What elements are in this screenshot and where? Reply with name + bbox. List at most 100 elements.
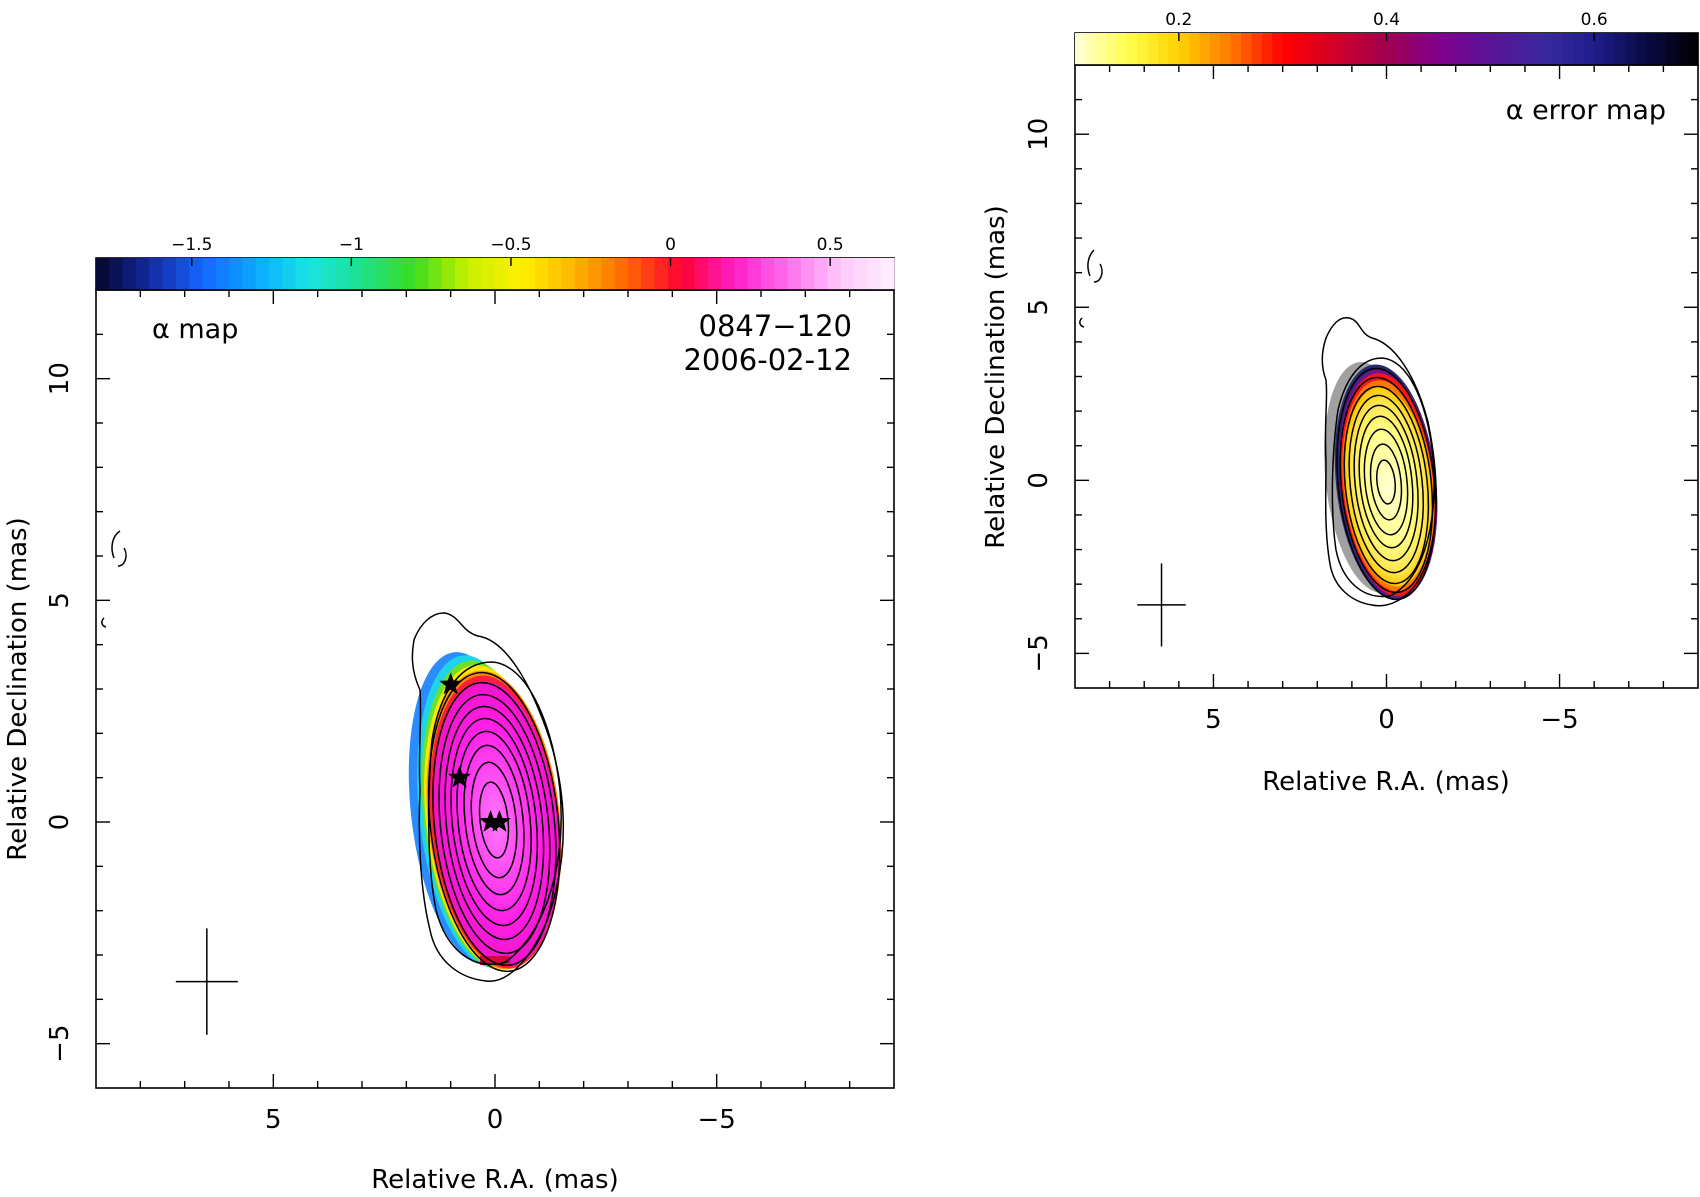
- colorbar-cell: [441, 258, 456, 290]
- colorbar-cell: [628, 258, 642, 290]
- colorbar-cell: [96, 258, 110, 290]
- colorbar-cell: [135, 258, 150, 290]
- colorbar-cell: [1552, 33, 1564, 65]
- colorbar-cell: [707, 258, 722, 290]
- colorbar-cell: [1635, 33, 1647, 65]
- y-tick-label: 10: [1024, 118, 1054, 151]
- alpha-contours: [101, 530, 564, 982]
- error-colorbar-ticks: 0.2 0.4 0.6: [1165, 10, 1608, 41]
- component-star-marker: [479, 810, 502, 832]
- colorbar-cell: [867, 258, 882, 290]
- colorbar-cell: [1220, 33, 1232, 65]
- colorbar-cell: [1542, 33, 1554, 65]
- colorbar-cell: [1583, 33, 1595, 65]
- colorbar-cell: [1490, 33, 1502, 65]
- y-tick-label: 0: [45, 814, 75, 831]
- colorbar-cell: [468, 258, 483, 290]
- colorbar-cell: [1511, 33, 1523, 65]
- colorbar-cell: [1656, 33, 1668, 65]
- colorbar-cell: [667, 258, 682, 290]
- colorbar-tick-label: 0.2: [1165, 10, 1192, 30]
- colorbar-cell: [1469, 33, 1481, 65]
- alpha-contour-7: [450, 717, 539, 927]
- colorbar-cell: [721, 258, 735, 290]
- alpha-map-panel: −1.5 −1 −0.5 0 0.5: [3, 235, 895, 1195]
- error-contour-8: [1358, 415, 1414, 549]
- error-y-axis-label: Relative Declination (mas): [981, 205, 1011, 548]
- colorbar-cell: [588, 258, 602, 290]
- colorbar-tick-label: 0.4: [1373, 10, 1400, 30]
- colorbar-cell: [348, 258, 363, 290]
- colorbar-tick-label: −1.5: [171, 235, 212, 255]
- x-tick-label: −5: [1540, 705, 1578, 735]
- error-contour-7: [1353, 404, 1419, 562]
- colorbar-cell: [242, 258, 257, 290]
- colorbar-cell: [840, 258, 855, 290]
- colorbar-cell: [428, 258, 443, 290]
- colorbar-cell: [880, 258, 895, 290]
- colorbar-cell: [1376, 33, 1388, 65]
- colorbar-cell: [1479, 33, 1491, 65]
- colorbar-cell: [761, 258, 775, 290]
- colorbar-cell: [548, 258, 563, 290]
- colorbar-cell: [614, 258, 629, 290]
- y-tick-label: 10: [45, 362, 75, 395]
- colorbar-cell: [215, 258, 230, 290]
- colorbar-cell: [149, 258, 164, 290]
- colorbar-cell: [455, 258, 469, 290]
- x-tick-label: 5: [265, 1105, 282, 1135]
- y-tick-label: −5: [45, 1025, 75, 1063]
- colorbar-cell: [561, 258, 576, 290]
- error-edge-artifact-2: [1093, 263, 1103, 283]
- error-colorbar: [1075, 33, 1699, 65]
- colorbar-cell: [255, 258, 270, 290]
- colorbar-cell: [1355, 33, 1367, 65]
- alpha-contour-4: [432, 681, 557, 967]
- alpha-error-map-panel: 0.2 0.4 0.6: [981, 10, 1699, 797]
- alpha-colorbar: [96, 258, 895, 290]
- alpha-beam-cross: [175, 928, 238, 1035]
- colorbar-tick-label: −1: [339, 235, 364, 255]
- alpha-second-contour: [427, 661, 562, 966]
- colorbar-cell: [1324, 33, 1336, 65]
- colorbar-cell: [1417, 33, 1429, 65]
- x-tick-label: −5: [698, 1105, 736, 1135]
- colorbar-cell: [1573, 33, 1585, 65]
- colorbar-cell: [734, 258, 749, 290]
- colorbar-cell: [1531, 33, 1543, 65]
- colorbar-cell: [1209, 33, 1221, 65]
- colorbar-cell: [202, 258, 217, 290]
- alpha-colorbar-ticks: −1.5 −1 −0.5 0 0.5: [171, 235, 844, 266]
- y-tick-label: 5: [1024, 299, 1054, 316]
- colorbar-cell: [1500, 33, 1512, 65]
- colorbar-cell: [362, 258, 376, 290]
- colorbar-cell: [814, 258, 829, 290]
- colorbar-cell: [1625, 33, 1637, 65]
- y-tick-label: 5: [45, 592, 75, 609]
- colorbar-cell: [175, 258, 190, 290]
- colorbar-cell: [375, 258, 390, 290]
- colorbar-cell: [1386, 33, 1398, 65]
- x-tick-label: 0: [487, 1105, 504, 1135]
- error-contour-3: [1336, 367, 1437, 601]
- colorbar-cell: [495, 258, 509, 290]
- colorbar-cell: [1137, 33, 1149, 65]
- error-axes: 5 0 −5 10 5 0 −5: [1024, 65, 1698, 735]
- colorbar-cell: [1521, 33, 1533, 65]
- colorbar-cell: [1106, 33, 1118, 65]
- colorbar-cell: [1428, 33, 1440, 65]
- alpha-panel-label: α map: [152, 314, 238, 345]
- alpha-component-markers: [439, 672, 511, 832]
- colorbar-cell: [641, 258, 656, 290]
- error-x-axis-label: Relative R.A. (mas): [1262, 767, 1509, 797]
- alpha-edge-artifact-3: [101, 617, 107, 628]
- colorbar-cell: [335, 258, 350, 290]
- alpha-axes: 5 0 −5 10 5 0 −5: [45, 290, 894, 1135]
- colorbar-cell: [854, 258, 868, 290]
- colorbar-cell: [1075, 33, 1086, 65]
- colorbar-cell: [1272, 33, 1284, 65]
- colorbar-cell: [1178, 33, 1190, 65]
- colorbar-cell: [1594, 33, 1606, 65]
- alpha-contour-5: [438, 693, 551, 955]
